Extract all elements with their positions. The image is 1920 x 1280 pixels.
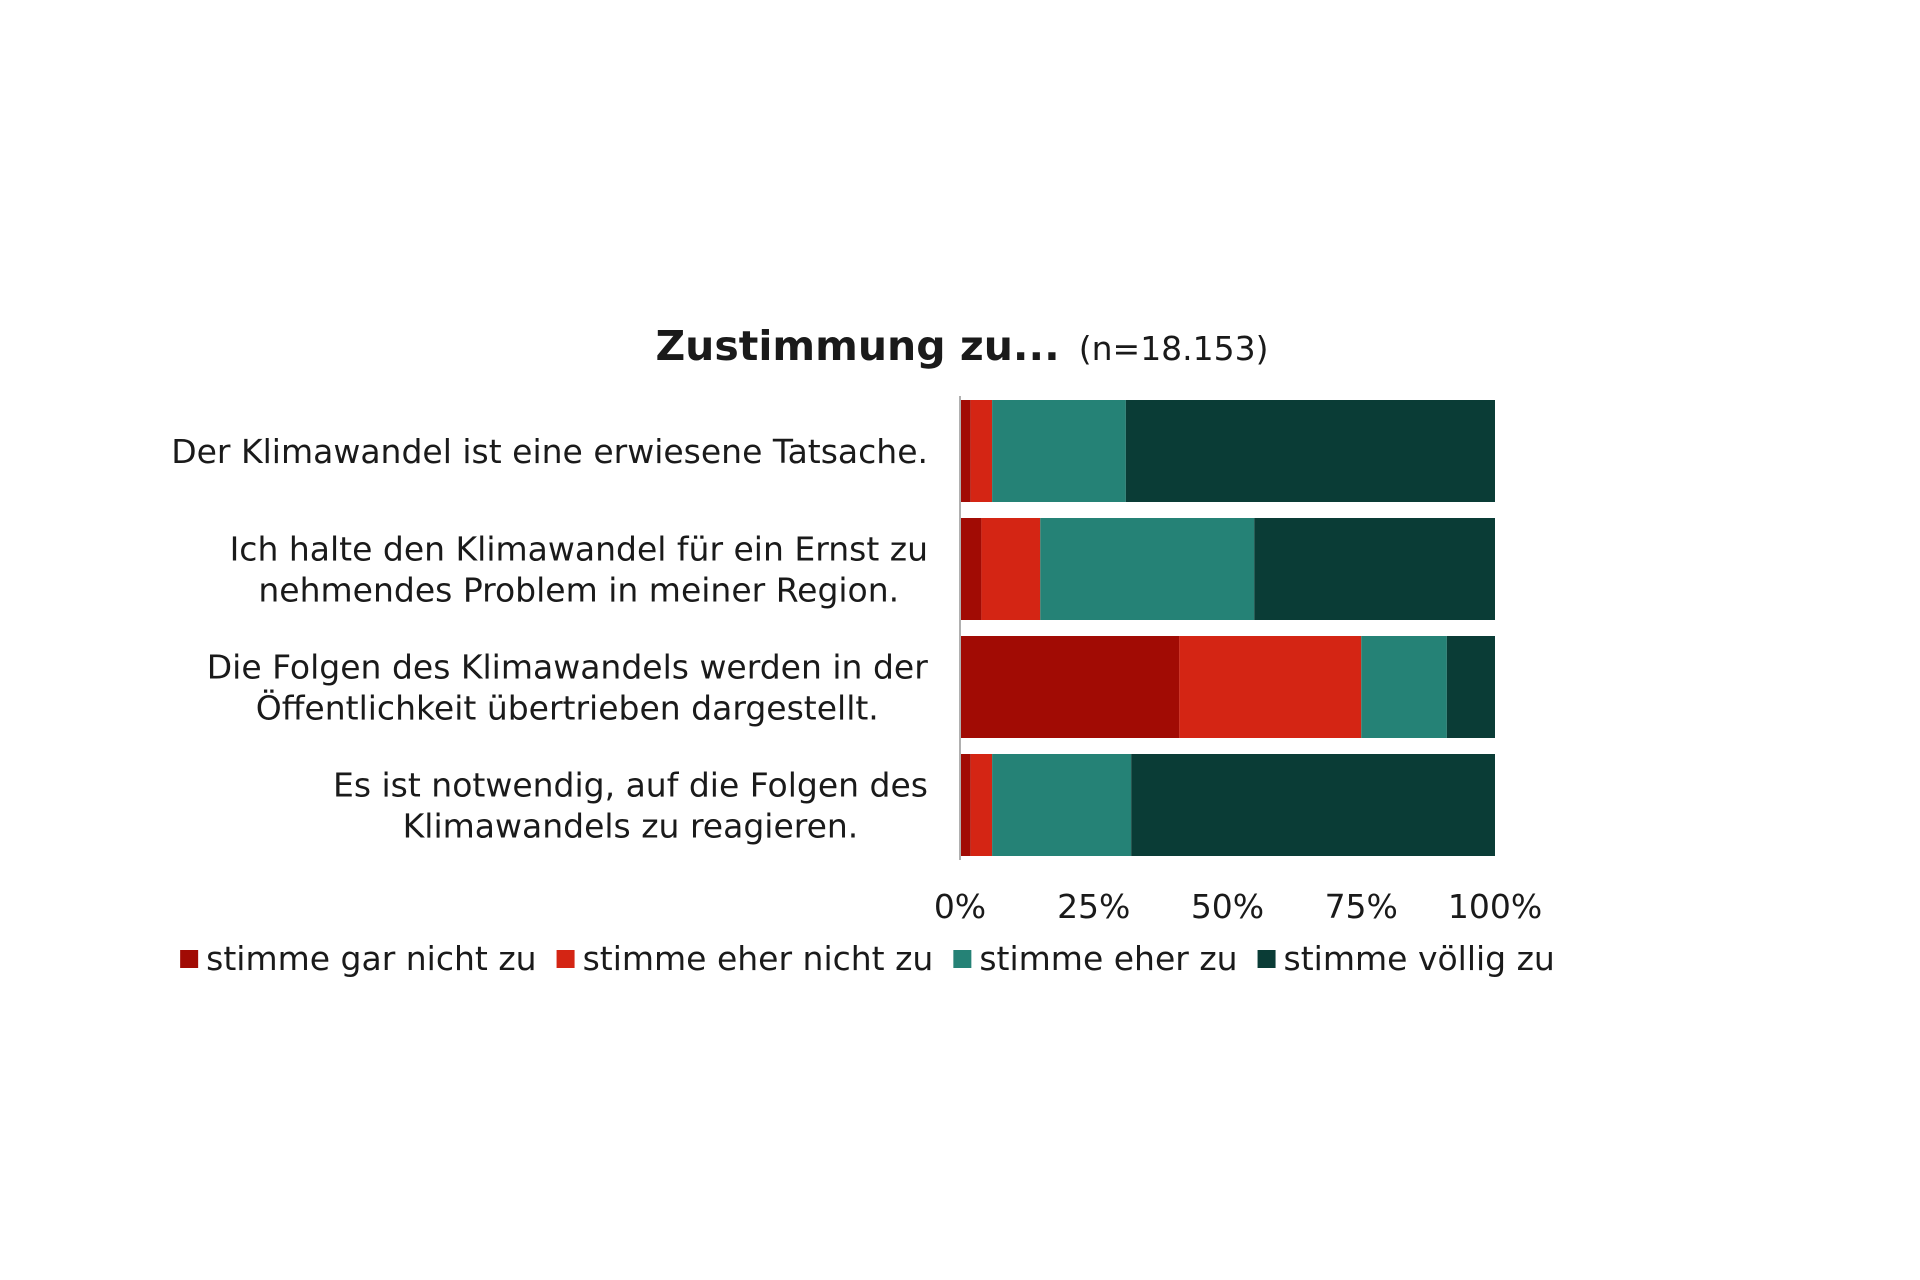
legend-label: stimme völlig zu <box>1284 939 1555 978</box>
bar-segment-4-3 <box>992 754 1132 856</box>
chart-title: Zustimmung zu... (n=18.153) <box>655 322 1268 370</box>
bar-segment-2-3 <box>1040 518 1255 620</box>
category-label-3: Die Folgen des Klimawandels werden in de… <box>207 648 928 728</box>
category-label-2: Ich halte den Klimawandel für ein Ernst … <box>230 530 928 610</box>
x-tick-label: 75% <box>1325 887 1398 926</box>
x-tick-labels: 0% 25% 50% 75% 100% <box>934 887 1542 926</box>
legend: stimme gar nicht zu stimme eher nicht zu s… <box>180 939 1555 978</box>
bar-segment-2-1 <box>960 518 982 620</box>
category-label-4: Es ist notwendig, auf die Folgen des Klim… <box>333 766 928 846</box>
bar-segment-3-1 <box>960 636 1180 738</box>
bar-segment-1-3 <box>992 400 1126 502</box>
chart-subtitle: (n=18.153) <box>1079 329 1269 368</box>
chart-title-main: Zustimmung zu... <box>655 322 1059 370</box>
x-tick-label: 100% <box>1448 887 1542 926</box>
bar-segment-4-1 <box>960 754 971 856</box>
legend-item-2: stimme eher nicht zu <box>556 939 934 978</box>
bar-segment-1-2 <box>970 400 993 502</box>
category-label-line: Klimawandels zu reagieren. <box>403 807 859 846</box>
x-tick-label: 50% <box>1191 887 1264 926</box>
legend-item-1: stimme gar nicht zu <box>180 939 537 978</box>
category-label-line: Ich halte den Klimawandel für ein Ernst … <box>230 530 928 569</box>
x-tick-label: 25% <box>1057 887 1130 926</box>
category-labels: Der Klimawandel ist eine erwiesene Tatsa… <box>171 432 928 846</box>
bar-segment-1-4 <box>1125 400 1495 502</box>
legend-item-3: stimme eher zu <box>953 939 1238 978</box>
bar-segment-2-2 <box>981 518 1041 620</box>
category-label-line: Es ist notwendig, auf die Folgen des <box>333 766 928 805</box>
category-label-1: Der Klimawandel ist eine erwiesene Tatsa… <box>171 432 928 471</box>
category-label-line: Öffentlichkeit übertrieben dargestellt. <box>256 688 879 728</box>
legend-item-4: stimme völlig zu <box>1257 939 1555 978</box>
legend-label: stimme gar nicht zu <box>206 939 536 978</box>
bar-segment-3-2 <box>1179 636 1362 738</box>
category-label-line: nehmendes Problem in meiner Region. <box>258 571 899 610</box>
category-label-line: Die Folgen des Klimawandels werden in de… <box>207 648 928 687</box>
legend-swatch <box>180 950 199 968</box>
legend-label: stimme eher zu <box>979 939 1237 978</box>
bar-segment-1-1 <box>960 400 971 502</box>
legend-swatch <box>953 950 972 968</box>
bars-group <box>960 400 1495 856</box>
category-label-line: Der Klimawandel ist eine erwiesene Tatsa… <box>171 432 928 471</box>
legend-swatch <box>1257 950 1276 968</box>
bar-segment-3-3 <box>1361 636 1447 738</box>
legend-swatch <box>556 950 575 968</box>
bar-segment-2-4 <box>1254 518 1495 620</box>
legend-label: stimme eher nicht zu <box>583 939 934 978</box>
bar-segment-4-4 <box>1131 754 1495 856</box>
bar-segment-4-2 <box>970 754 993 856</box>
bar-segment-3-4 <box>1446 636 1495 738</box>
x-tick-label: 0% <box>934 887 986 926</box>
